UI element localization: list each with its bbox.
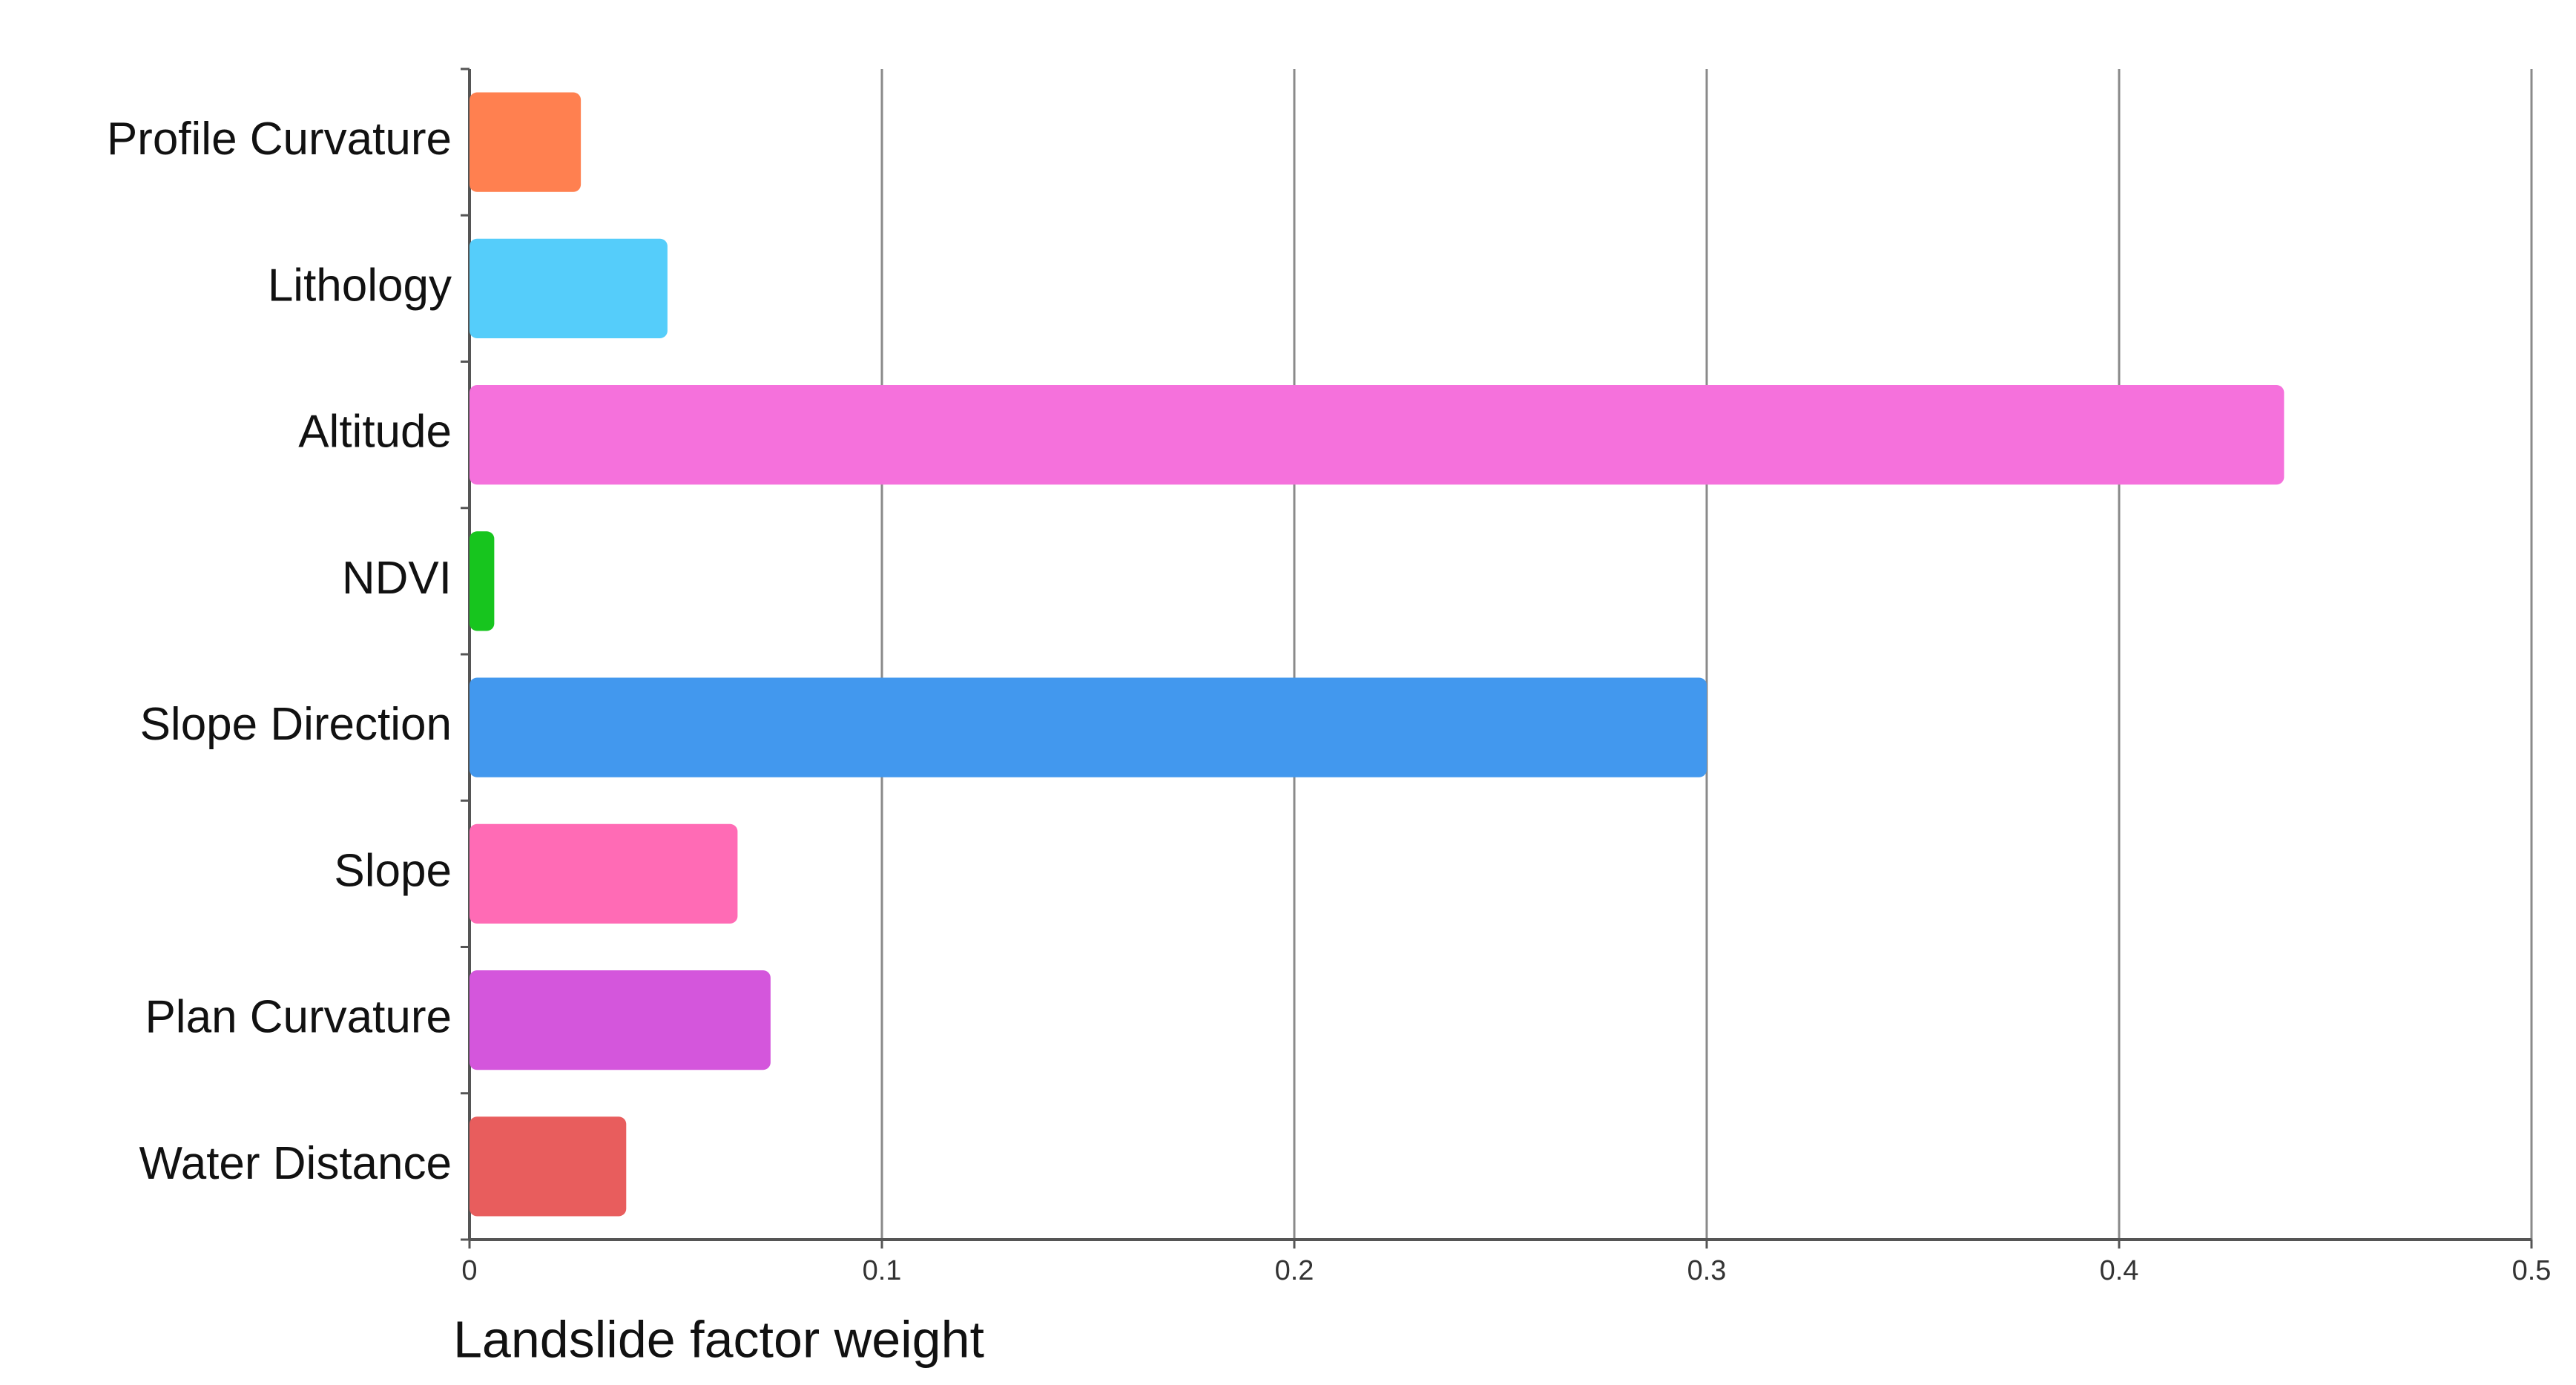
y-tick-label: Slope Direction: [140, 699, 452, 750]
y-tick-label: Slope: [334, 845, 452, 896]
bar: [470, 385, 2285, 485]
x-axis-title: Landslide factor weight: [453, 1310, 984, 1368]
y-tick-label: Lithology: [268, 260, 452, 311]
bar: [470, 970, 771, 1070]
x-tick-label: 0.5: [2512, 1255, 2552, 1286]
bar: [470, 238, 668, 338]
bar: [470, 823, 738, 924]
y-tick-label: Water Distance: [139, 1138, 452, 1189]
bar: [470, 92, 582, 192]
y-tick-label: Plan Curvature: [145, 992, 452, 1043]
bar: [470, 531, 495, 631]
x-tick-label: 0.1: [863, 1255, 902, 1286]
x-tick-label: 0: [461, 1255, 477, 1286]
x-tick-label: 0.3: [1687, 1255, 1727, 1286]
bar: [470, 1116, 627, 1217]
y-tick-label: NDVI: [342, 553, 452, 604]
y-tick-label: Profile Curvature: [107, 114, 452, 165]
y-tick-label: Altitude: [298, 407, 452, 458]
bar: [470, 677, 1707, 777]
x-tick-label: 0.2: [1275, 1255, 1314, 1286]
x-tick-label: 0.4: [2100, 1255, 2139, 1286]
